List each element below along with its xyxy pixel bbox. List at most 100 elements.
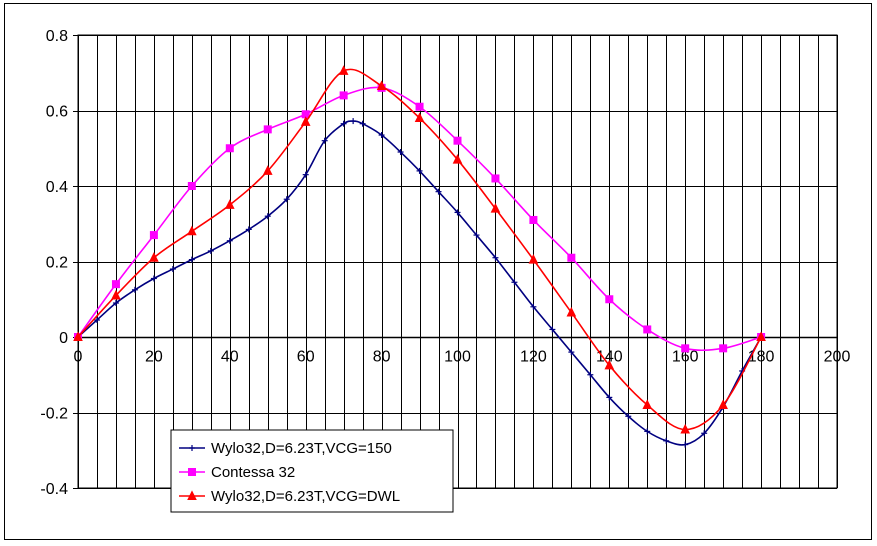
data-point [225,144,234,153]
data-point [529,215,538,224]
data-point [414,112,425,123]
data-point [245,226,252,233]
data-point [187,182,196,190]
data-point [642,399,653,409]
series-line [77,120,762,446]
data-point [226,237,233,244]
y-tick-label: 0.2 [46,255,68,272]
data-point [625,413,632,420]
axes: 0 20 40 60 80 100 120 140 160 180 200 -0.4 -0.2 0 0.2 0… [40,28,850,498]
data-point [587,371,594,378]
data-point [321,137,328,144]
data-point [263,125,272,134]
plot-area [77,34,838,489]
data-point [131,286,138,293]
data-point [490,203,501,213]
data-point [149,231,158,240]
series-3 [73,65,766,434]
data-point [492,254,499,261]
data-point [606,394,613,401]
data-point [111,289,121,300]
data-point [415,102,424,111]
data-point [262,165,273,175]
data-point [491,174,500,183]
data-point [187,225,197,236]
data-point [302,171,309,178]
data-point [169,266,176,273]
data-point [264,213,271,220]
data-point [340,120,347,127]
data-point [378,132,385,139]
x-tick-label: 20 [145,349,163,366]
data-point [663,437,670,444]
data-point [604,359,615,370]
y-tick-label: 0.4 [46,179,68,196]
legend-label: Contessa 32 [211,464,295,481]
data-point [682,441,689,448]
line-chart: 0 20 40 60 80 100 120 140 160 180 200 -0.4 -0.2 0 0.2 0… [40,28,850,513]
x-tick-label: 40 [221,349,239,366]
data-point [528,253,539,264]
legend-swatch-marker [189,445,195,451]
data-point [207,247,214,254]
data-point [680,423,691,434]
data-point [567,253,576,262]
data-point [350,118,357,125]
x-tick-label: 80 [373,349,391,366]
data-point [701,430,708,437]
data-point [339,91,348,100]
data-point [112,300,119,307]
y-tick-label: 0.6 [46,104,68,121]
data-point [93,317,100,324]
y-tick-label: 0.8 [46,28,68,45]
x-tick-label: 140 [596,349,623,366]
data-point [397,149,404,156]
data-point [566,306,577,317]
chart-frame: 0 20 40 60 80 100 120 140 160 180 200 -0.4 -0.2 0 0.2 0… [4,3,872,540]
data-point [376,80,387,90]
data-point [224,199,235,209]
x-tick-label: 120 [520,349,547,366]
data-point [511,279,518,286]
y-tick-label: -0.2 [40,406,68,423]
x-tick-label: 160 [672,349,699,366]
data-point [416,167,423,174]
grid [77,34,838,489]
data-point [73,331,83,341]
data-point [149,252,159,262]
data-point [283,196,290,203]
x-tick-label: 0 [74,349,83,366]
legend-item: Wylo32,D=6.23T,VCG=150 [179,440,392,457]
legend-label: Wylo32,D=6.23T,VCG=DWL [211,488,400,505]
x-tick-label: 60 [297,349,315,366]
data-point [300,116,311,126]
data-point [718,399,728,409]
data-point [111,280,120,289]
legend-item: Wylo32,D=6.23T,VCG=DWL [179,488,400,505]
data-point [681,344,690,353]
x-tick-label: 100 [444,349,471,366]
legend-label: Wylo32,D=6.23T,VCG=150 [211,440,392,457]
data-point [549,326,556,333]
data-point [719,344,728,353]
legend-box [170,429,454,513]
legend-swatch-marker [188,468,196,476]
series-layer [73,65,766,448]
y-tick-label: -0.4 [40,481,68,498]
data-point [454,209,461,216]
legend: Wylo32,D=6.23T,VCG=150 Contessa 32 Wylo32,… [170,429,454,513]
data-point [435,188,442,195]
x-tick-label: 200 [824,349,851,366]
data-point [452,153,463,164]
data-point [359,120,366,127]
series-1 [75,118,765,448]
legend-item: Contessa 32 [179,464,295,481]
y-tick-label: 0 [59,330,68,347]
data-point [643,325,652,334]
data-point [530,303,537,310]
data-point [473,232,480,239]
data-point [568,349,575,356]
data-point [150,275,157,282]
data-point [338,65,349,75]
legend-swatch-marker [187,490,197,500]
